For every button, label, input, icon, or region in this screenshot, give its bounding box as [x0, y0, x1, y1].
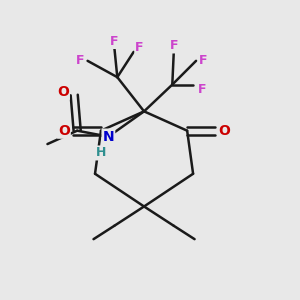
Text: F: F [76, 54, 84, 67]
Text: O: O [218, 124, 230, 138]
Text: F: F [198, 82, 206, 96]
Text: O: O [57, 85, 69, 99]
Text: O: O [58, 124, 70, 138]
Text: N: N [103, 130, 114, 144]
Text: F: F [135, 41, 144, 54]
Text: F: F [169, 40, 178, 52]
Text: H: H [96, 146, 106, 160]
Text: F: F [110, 35, 118, 48]
Text: F: F [199, 54, 208, 67]
